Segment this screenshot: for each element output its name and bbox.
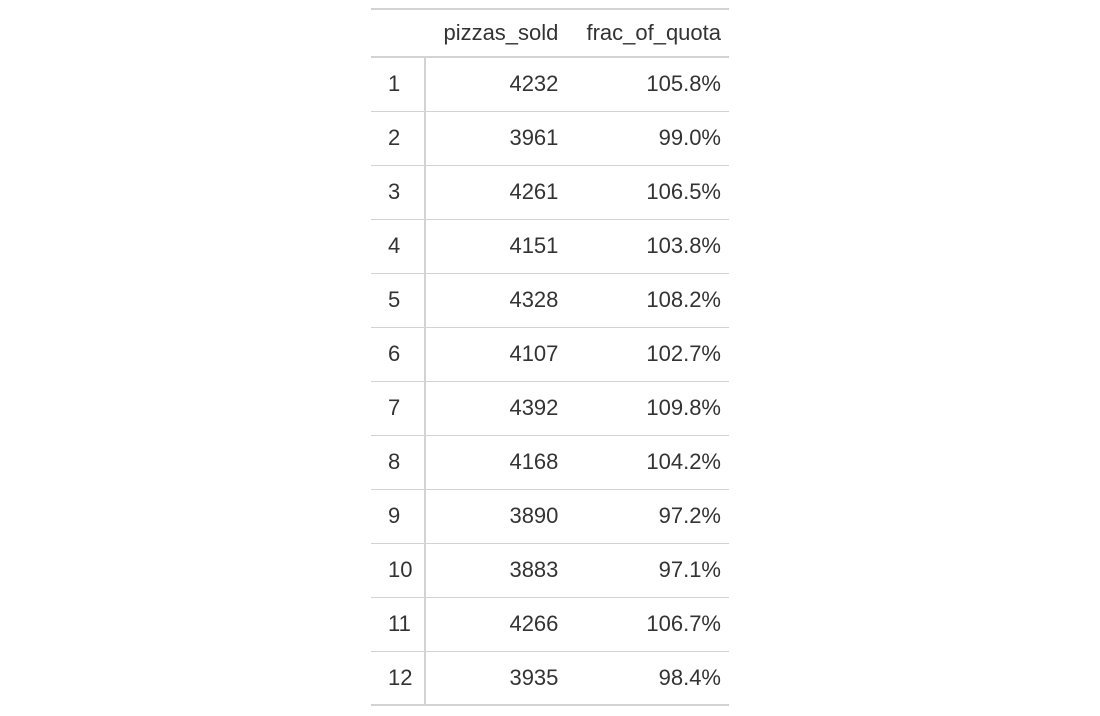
stub-column-header xyxy=(371,9,425,58)
table-row: 4 4151 103.8% xyxy=(371,219,729,273)
frac-of-quota-cell: 104.2% xyxy=(646,449,721,474)
table-header: pizzas_sold frac_of_quota xyxy=(371,9,729,58)
row-label: 7 xyxy=(371,381,426,435)
table-row: 5 4328 108.2% xyxy=(371,273,729,327)
pizzas-sold-cell: 3890 xyxy=(509,503,559,528)
frac-of-quota-cell: 97.1% xyxy=(658,557,721,582)
table-row: 2 3961 99.0% xyxy=(371,111,729,165)
table-row: 9 3890 97.2% xyxy=(371,489,729,543)
pizzas-sold-cell: 4168 xyxy=(509,449,559,474)
frac-of-quota-cell: 99.0% xyxy=(658,125,721,150)
frac-of-quota-cell: 102.7% xyxy=(646,341,721,366)
column-header-frac-of-quota: frac_of_quota xyxy=(566,9,729,58)
frac-of-quota-cell: 105.8% xyxy=(646,71,721,97)
pizzas-sold-cell: 3935 xyxy=(509,664,559,690)
table-body: 1 4232 105.8% 2 3961 99.0% 3 4261 106.5%… xyxy=(371,57,729,705)
table-row: 1 4232 105.8% xyxy=(371,57,729,111)
pizzas-sold-cell: 4261 xyxy=(509,179,559,204)
row-label: 10 xyxy=(371,543,426,597)
row-label: 5 xyxy=(371,273,426,327)
row-label: 11 xyxy=(371,597,426,651)
table-row: 3 4261 106.5% xyxy=(371,165,729,219)
row-label: 3 xyxy=(371,165,426,219)
pizzas-sold-cell: 4266 xyxy=(509,611,559,636)
pizzas-sold-cell: 4328 xyxy=(509,287,559,312)
row-label: 8 xyxy=(371,435,426,489)
frac-of-quota-cell: 103.8% xyxy=(646,233,721,258)
pizzas-sold-cell: 3883 xyxy=(509,557,559,582)
frac-of-quota-cell: 108.2% xyxy=(646,287,721,312)
row-label: 6 xyxy=(371,327,426,381)
pizzas-sold-cell: 4392 xyxy=(509,395,559,420)
data-table: pizzas_sold frac_of_quota 1 4232 105.8% … xyxy=(371,8,729,706)
header-row: pizzas_sold frac_of_quota xyxy=(371,9,729,58)
row-label: 4 xyxy=(371,219,426,273)
frac-of-quota-cell: 98.4% xyxy=(658,664,721,690)
table-row: 10 3883 97.1% xyxy=(371,543,729,597)
frac-of-quota-cell: 106.5% xyxy=(646,179,721,204)
pizzas-sold-cell: 3961 xyxy=(509,125,559,150)
row-label: 9 xyxy=(371,489,426,543)
row-label: 12 xyxy=(371,651,426,705)
pizzas-sold-cell: 4107 xyxy=(509,341,559,366)
pizzas-sold-cell: 4151 xyxy=(509,233,559,258)
frac-of-quota-cell: 109.8% xyxy=(646,395,721,420)
table-row: 7 4392 109.8% xyxy=(371,381,729,435)
pizzas-sold-cell: 4232 xyxy=(509,71,559,97)
table-row: 11 4266 106.7% xyxy=(371,597,729,651)
column-header-pizzas-sold: pizzas_sold xyxy=(425,9,567,58)
row-label: 1 xyxy=(371,57,426,111)
table-row: 12 3935 98.4% xyxy=(371,651,729,705)
row-label: 2 xyxy=(371,111,426,165)
table-row: 6 4107 102.7% xyxy=(371,327,729,381)
table-row: 8 4168 104.2% xyxy=(371,435,729,489)
frac-of-quota-cell: 106.7% xyxy=(646,611,721,636)
frac-of-quota-cell: 97.2% xyxy=(658,503,721,528)
